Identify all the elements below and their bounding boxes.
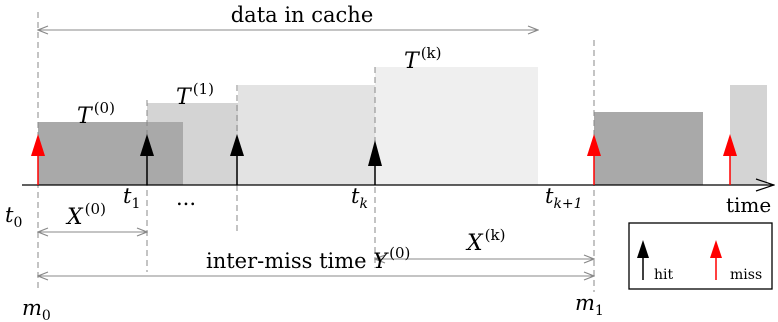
label-T1: T (1) [176, 80, 214, 110]
label-X0: X (0) [65, 200, 106, 230]
legend-miss-arrow [710, 240, 722, 280]
label-inter-miss: inter-miss time Y (0) [206, 244, 410, 273]
label-data-in-cache: data in cache [231, 3, 374, 27]
miss-arrow-t0 [31, 134, 45, 185]
hit-arrow-t1 [140, 134, 154, 185]
legend-miss-label: miss [730, 267, 762, 283]
label-m1: m1 [575, 291, 604, 319]
hit-arrow-tk [368, 140, 382, 185]
label-Xk: X (k) [465, 226, 505, 256]
label-t0: t0 [5, 203, 22, 231]
label-t1: t1 [123, 184, 140, 212]
miss-arrow-right [723, 134, 737, 185]
label-T0: T (0) [77, 99, 115, 129]
hit-arrow-mid [230, 134, 244, 185]
label-tk: tk [351, 184, 368, 212]
legend-box [628, 222, 773, 290]
label-ellipsis: ... [176, 186, 196, 210]
label-Tk: T (k) [404, 44, 441, 74]
block-after-m1 [594, 112, 703, 185]
legend: hit miss [628, 222, 773, 290]
block-t0 [38, 122, 183, 185]
legend-hit-label: hit [654, 267, 673, 283]
label-m0: m0 [22, 296, 51, 322]
block-right-edge [730, 85, 767, 185]
label-time-axis: time [726, 193, 771, 217]
block-tk [375, 67, 538, 185]
label-tk1: tk+1 [545, 184, 583, 212]
legend-hit-arrow [637, 240, 649, 280]
miss-arrow-tk1 [587, 134, 601, 185]
